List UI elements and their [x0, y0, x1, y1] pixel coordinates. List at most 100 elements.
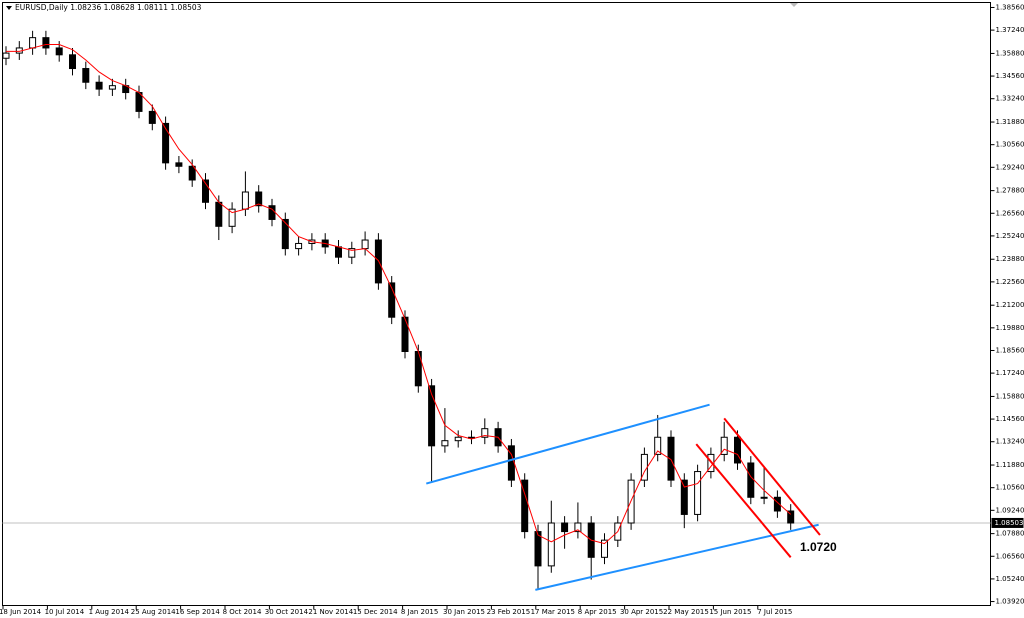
candle-body [694, 471, 702, 515]
x-tick-label: 8 Apr 2015 [578, 608, 617, 616]
y-tick-label: 1.29240 [996, 163, 1024, 171]
x-tick-label: 23 Feb 2015 [487, 608, 531, 616]
candle-body [454, 436, 462, 442]
candle-body [401, 316, 409, 353]
y-tick-label: 1.30560 [996, 141, 1024, 149]
candle-body [680, 479, 688, 515]
candle-body [175, 162, 183, 167]
x-tick-label: 22 May 2015 [663, 608, 709, 616]
y-tick-label: 1.23880 [996, 255, 1024, 263]
candle-body [747, 462, 755, 498]
candle-body [202, 179, 209, 203]
x-tick-label: 15 Dec 2014 [353, 608, 398, 616]
scroll-marker [790, 3, 798, 7]
candle-body [773, 496, 781, 512]
plot-frame [2, 2, 991, 606]
candle-body [534, 531, 542, 567]
candle-body [388, 282, 396, 318]
candle-body [441, 440, 449, 447]
candle-body [295, 242, 303, 250]
y-tick-label: 1.07880 [996, 530, 1024, 538]
candle-body [108, 85, 116, 90]
candle-body [82, 68, 90, 83]
candle-body [255, 191, 263, 207]
y-tick-label: 1.11880 [996, 461, 1024, 469]
moving-average [6, 44, 792, 545]
candle-body [69, 54, 76, 70]
y-tick-label: 1.09240 [996, 506, 1024, 514]
y-tick-label: 1.17240 [996, 369, 1024, 377]
menu-arrow[interactable] [6, 6, 12, 10]
candle-body [148, 110, 156, 124]
y-tick-label: 1.38560 [996, 3, 1024, 11]
x-tick-label: 30 Jan 2015 [443, 608, 485, 616]
candle-body [95, 81, 103, 90]
y-tick-label: 1.35880 [996, 49, 1024, 57]
candle-body [720, 436, 728, 455]
y-tick-label: 1.19880 [996, 324, 1024, 332]
x-tick-label: 10 Jul 2014 [45, 608, 85, 616]
y-tick-label: 1.31880 [996, 118, 1024, 126]
candle-body [760, 496, 768, 499]
candle-body [268, 205, 276, 220]
candle-body [335, 246, 342, 258]
y-tick-label: 1.13240 [996, 438, 1024, 446]
y-tick-label: 1.06560 [996, 552, 1024, 560]
annotation: 1.0720 [800, 540, 837, 554]
candle-body [521, 479, 529, 533]
x-tick-label: 1 Aug 2014 [89, 608, 130, 616]
candle-body [574, 522, 582, 533]
y-tick-label: 1.34560 [996, 72, 1024, 80]
x-tick-label: 17 Mar 2015 [531, 608, 575, 616]
trendline [695, 443, 792, 558]
x-tick-label: 15 Jun 2015 [709, 608, 751, 616]
candle-body [348, 248, 356, 258]
candle-body [281, 218, 289, 250]
y-tick-label: 1.33240 [996, 95, 1024, 103]
candle-body [42, 37, 50, 49]
candle-body [654, 436, 662, 455]
candle-body [55, 47, 63, 56]
x-tick-label: 30 Apr 2015 [620, 608, 663, 616]
x-tick-label: 25 Aug 2014 [131, 608, 176, 616]
candle-body [667, 436, 675, 481]
candle-body [428, 385, 436, 447]
candle-body [547, 522, 555, 567]
candle-body [188, 165, 196, 181]
chart-title: EURUSD,Daily 1.08236 1.08628 1.08111 1.0… [15, 3, 202, 12]
candle-body [481, 428, 489, 438]
candle-body [228, 208, 236, 227]
trendline [723, 417, 821, 536]
candle-body [601, 539, 608, 558]
x-tick-label: 30 Oct 2014 [265, 608, 309, 616]
candle-body [787, 510, 795, 524]
x-tick-label: 21 Nov 2014 [308, 608, 353, 616]
y-tick-label: 1.14560 [996, 415, 1024, 423]
candle-body [29, 37, 37, 49]
candle-body [561, 522, 569, 533]
y-tick-label: 1.25240 [996, 232, 1024, 240]
candle-body [734, 436, 741, 464]
x-tick-label: 16 Sep 2014 [175, 608, 220, 616]
y-tick-label: 1.03920 [996, 598, 1024, 606]
candle-body [215, 201, 223, 227]
y-tick-label: 1.37240 [996, 26, 1024, 34]
y-tick-label: 1.26560 [996, 209, 1024, 217]
x-tick-label: 8 Jan 2015 [401, 608, 439, 616]
y-tick-label: 1.15880 [996, 392, 1024, 400]
y-tick-label: 1.05240 [996, 575, 1024, 583]
y-tick-label: 1.22560 [996, 278, 1024, 286]
candle-body [162, 122, 170, 164]
candle-body [361, 239, 369, 250]
trendline [426, 403, 710, 485]
candle-body [2, 52, 10, 59]
last-price-label: 1.08503 [995, 519, 1024, 527]
y-tick-label: 1.18560 [996, 346, 1024, 354]
x-tick-label: 8 Oct 2014 [223, 608, 262, 616]
x-tick-label: 18 Jun 2014 [0, 608, 42, 616]
last-price-box [991, 517, 1024, 528]
y-tick-label: 1.21200 [996, 301, 1024, 309]
candle-body [241, 191, 249, 210]
x-tick-label: 7 Jul 2015 [757, 608, 792, 616]
